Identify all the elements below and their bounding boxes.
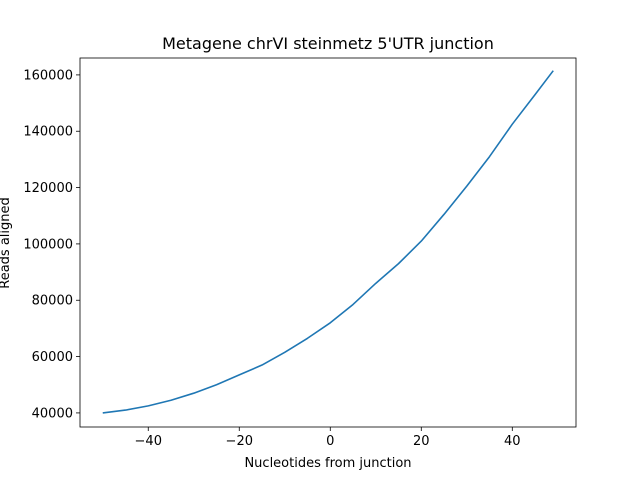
y-tick-label: 80000 bbox=[32, 294, 73, 309]
chart-title: Metagene chrVI steinmetz 5'UTR junction bbox=[162, 34, 494, 53]
y-tick-label: 100000 bbox=[23, 237, 73, 252]
y-tick-label: 120000 bbox=[23, 181, 73, 196]
y-axis: 40000 60000 80000 100000 120000 140000 160000 bbox=[23, 68, 80, 421]
y-tick-label: 60000 bbox=[32, 350, 73, 365]
x-axis: −40 −20 0 20 40 bbox=[135, 427, 521, 449]
y-tick-label: 160000 bbox=[23, 68, 73, 83]
y-tick-label: 40000 bbox=[32, 406, 73, 421]
x-tick-label: −20 bbox=[226, 434, 253, 449]
series-line bbox=[102, 70, 554, 414]
x-tick-label: −40 bbox=[135, 434, 162, 449]
x-tick-label: 40 bbox=[504, 434, 521, 449]
y-tick-label: 140000 bbox=[23, 125, 73, 140]
y-axis-label: Reads aligned bbox=[0, 197, 13, 289]
plot-area bbox=[102, 70, 554, 414]
x-tick-label: 0 bbox=[326, 434, 334, 449]
x-axis-label: Nucleotides from junction bbox=[244, 456, 411, 471]
x-tick-label: 20 bbox=[413, 434, 430, 449]
plot-frame bbox=[79, 57, 577, 428]
